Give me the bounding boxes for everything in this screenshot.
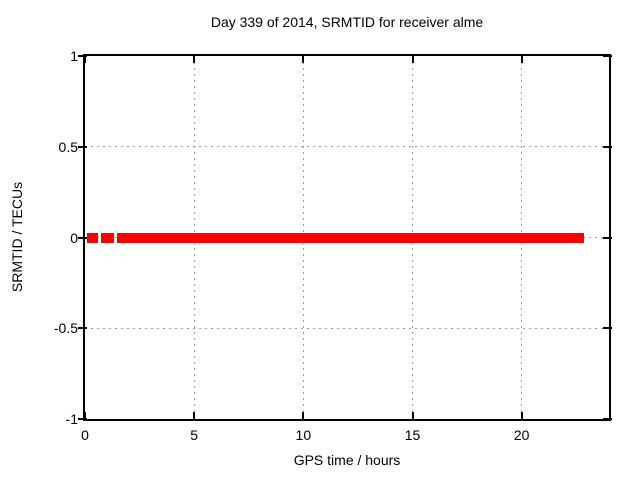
x-tick-label: 5: [190, 427, 199, 443]
x-tick-label: 20: [513, 427, 530, 443]
x-tick-mark-mirror: [193, 56, 196, 63]
y-tick-label: 0: [70, 229, 78, 246]
y-tick-label: 0.5: [58, 138, 78, 155]
y-axis-label: SRMTID / TECUs: [9, 181, 25, 293]
x-tick-label: 0: [81, 427, 89, 443]
x-tick-mark: [520, 412, 523, 419]
y-tick-label: -0.5: [53, 320, 78, 337]
x-tick-mark: [84, 412, 86, 419]
data-series-segment: [87, 232, 99, 243]
x-tick-label: 15: [404, 427, 421, 443]
y-tick-mark-mirror: [603, 327, 612, 330]
y-tick-mark: [78, 327, 87, 330]
x-tick-mark-mirror: [520, 56, 523, 63]
x-tick-label: 10: [295, 427, 312, 443]
y-tick-mark-mirror: [603, 418, 612, 420]
data-series-segment: [101, 232, 115, 243]
y-tick-mark-mirror: [603, 145, 612, 148]
y-tick-label: -1: [65, 411, 78, 427]
plot-area: 0 5 10 15 20 1 0.5 0 -0.5 -1: [54, 48, 612, 443]
x-tick-mark: [302, 412, 305, 419]
x-axis-label: GPS time / hours: [293, 452, 401, 468]
y-tick-mark-mirror: [603, 55, 612, 57]
y-tick-label: 1: [70, 48, 78, 64]
y-tick-mark-mirror: [603, 236, 612, 239]
x-tick-mark: [411, 412, 414, 419]
data-series-segment: [117, 232, 584, 243]
y-gridline: [85, 146, 609, 148]
x-tick-mark-mirror: [411, 56, 414, 63]
y-tick-mark: [78, 418, 87, 420]
y-tick-mark: [78, 145, 87, 148]
y-tick-mark: [78, 236, 87, 239]
x-tick-mark-mirror: [302, 56, 305, 63]
x-tick-mark-mirror: [84, 56, 86, 63]
chart-title: Day 339 of 2014, SRMTID for receiver alm…: [210, 14, 484, 30]
y-tick-mark: [78, 55, 87, 57]
y-gridline: [85, 327, 609, 329]
x-tick-mark: [193, 412, 196, 419]
